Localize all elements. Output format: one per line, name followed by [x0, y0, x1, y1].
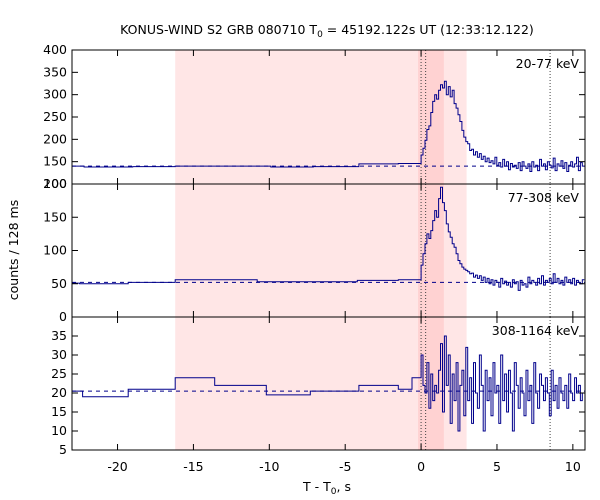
svg-text:T - T0, s: T - T0, s [302, 479, 351, 497]
x-axis-label: T - T0, s [302, 479, 351, 497]
x-tick-label: 5 [493, 459, 501, 474]
x-tick-label: -15 [183, 459, 203, 474]
y-tick-label: 50 [51, 276, 67, 291]
x-axis-label-suffix: , s [337, 479, 351, 494]
y-tick-label: 400 [43, 42, 67, 57]
panel-3: 5 10 15 20 25 30 35 308-1164 keV [51, 316, 586, 457]
y-tick-label: 5 [59, 442, 67, 457]
x-tick-label: 10 [565, 459, 581, 474]
panel-2: 0 50 100 150 200 77-308 keV [43, 176, 586, 324]
y-tick-label: 25 [51, 366, 67, 381]
y-tick-label: 350 [43, 64, 67, 79]
panel-frame [71, 316, 586, 451]
chart-title: KONUS-WIND S2 GRB 080710 T0 = 45192.122s… [120, 22, 534, 40]
x-axis-label-sub: 0 [331, 487, 337, 497]
y-tick-label: 200 [43, 176, 67, 191]
y-tick-label: 150 [43, 209, 67, 224]
y-tick-label: 250 [43, 109, 67, 124]
y-tick-label: 100 [43, 176, 67, 191]
y-tick-label: 15 [51, 404, 67, 419]
y-tick-label: 200 [43, 131, 67, 146]
energy-band-label: 77-308 keV [508, 190, 580, 205]
chart-title-suffix: = 45192.122s UT (12:33:12.122) [323, 22, 534, 37]
y-tick-label: 35 [51, 328, 67, 343]
light-curve [72, 186, 585, 291]
x-axis-label-prefix: T - T [302, 479, 331, 494]
y-tick-label: 150 [43, 154, 67, 169]
light-curve [72, 335, 585, 432]
x-tick-label: -20 [107, 459, 127, 474]
x-tick-label: -10 [259, 459, 279, 474]
y-tick-label: 100 [43, 243, 67, 258]
chart-title-sub: 0 [317, 30, 323, 40]
chart-title-prefix: KONUS-WIND S2 GRB 080710 T [120, 22, 317, 37]
y-tick-label: 20 [51, 385, 67, 400]
shaded-region [418, 184, 444, 317]
energy-band-label: 308-1164 keV [492, 323, 580, 338]
panel-1: 100 150 200 250 300 350 400 20-77 keV [43, 42, 586, 191]
light-curve [72, 80, 585, 172]
y-tick-label: 300 [43, 87, 67, 102]
y-tick-label: 30 [51, 347, 67, 362]
x-tick-label: 0 [417, 459, 425, 474]
y-tick-label: 0 [59, 309, 67, 324]
y-axis-label: counts / 128 ms [6, 200, 21, 300]
energy-band-label: 20-77 keV [516, 56, 580, 71]
svg-text:KONUS-WIND S2 GRB 080710 T0 =: KONUS-WIND S2 GRB 080710 T0 = 45192.122s… [120, 22, 534, 40]
x-tick-label: -5 [339, 459, 351, 474]
y-tick-label: 10 [51, 423, 67, 438]
